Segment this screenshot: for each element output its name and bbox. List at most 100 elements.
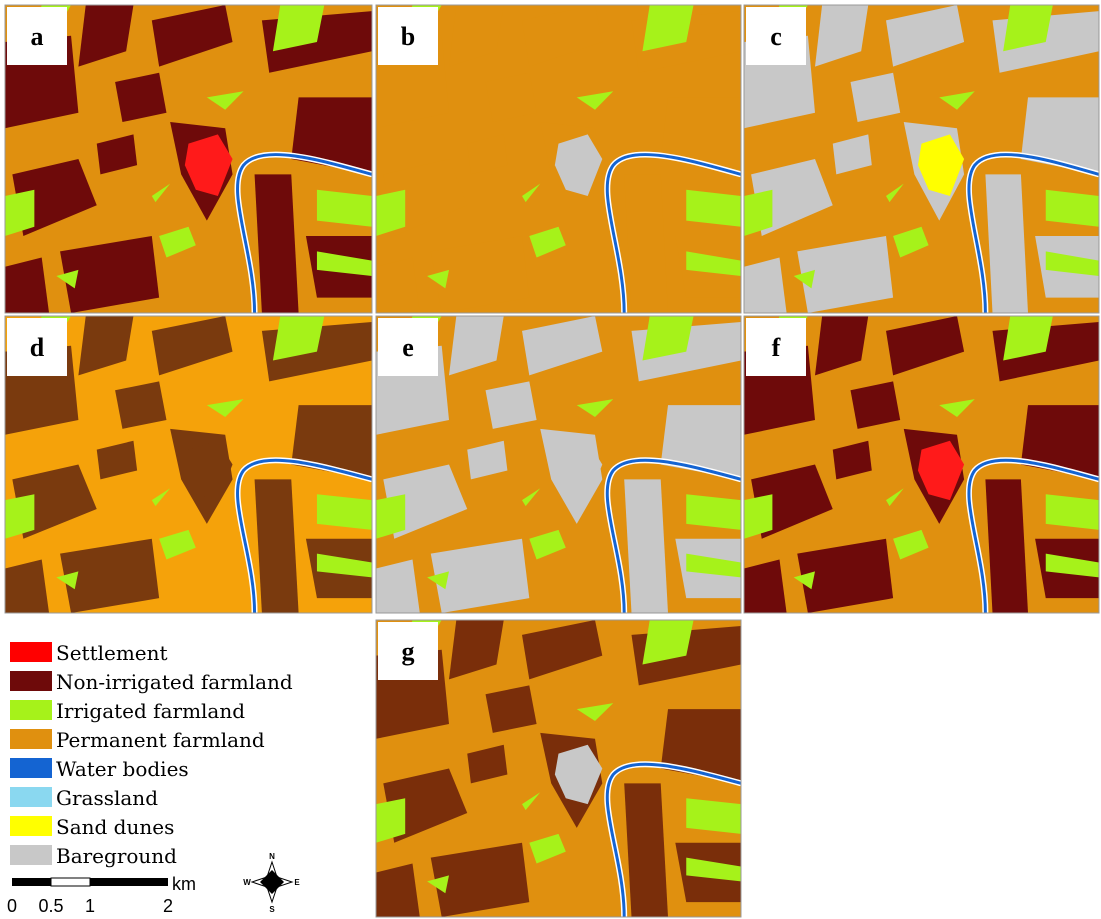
irrigated-patch — [151, 183, 171, 203]
settlement — [184, 134, 233, 196]
settlement — [917, 440, 965, 501]
land-patch — [797, 538, 894, 613]
irrigated-patch — [56, 269, 79, 289]
irrigated-patch — [1003, 316, 1053, 361]
irrigated-patch — [1045, 494, 1099, 530]
legend-label: Bareground — [56, 844, 177, 868]
land-patch — [291, 97, 372, 175]
land-patch — [60, 236, 160, 313]
irrigated-patch — [893, 529, 929, 560]
panel-label-box — [7, 7, 67, 65]
scale-seg — [50, 877, 91, 887]
compass-s: S — [269, 905, 275, 914]
map-panel — [376, 5, 741, 313]
river — [607, 460, 741, 613]
land-patch — [522, 5, 603, 67]
irrigated-patch — [376, 189, 406, 236]
panel-border — [4, 4, 373, 314]
land-patch — [1020, 405, 1099, 480]
panel-label: f — [772, 333, 781, 362]
irrigated-patch — [159, 529, 196, 560]
land-patch — [254, 174, 299, 313]
land-patch — [624, 174, 668, 313]
irrigated-patch — [427, 875, 449, 894]
land-patch — [449, 620, 504, 680]
irrigated-patch — [1045, 553, 1099, 578]
land-patch — [832, 440, 872, 480]
scale-seg — [90, 878, 168, 886]
land-patch — [291, 405, 372, 480]
irrigated-patch — [522, 488, 541, 507]
legend-label: Sand dunes — [56, 815, 174, 839]
panel-label-box — [378, 622, 438, 680]
irrigated-patch — [793, 571, 815, 590]
panel-border — [4, 315, 373, 614]
river — [238, 155, 372, 313]
panel-label-box — [7, 318, 67, 376]
irrigated-patch — [686, 189, 741, 227]
land-patch — [850, 381, 901, 429]
irrigated-patch — [272, 316, 325, 361]
land-patch — [886, 5, 965, 67]
irrigated-patch — [529, 833, 566, 864]
land-patch — [985, 174, 1028, 313]
compass-star — [260, 870, 284, 894]
land-patch — [96, 440, 138, 480]
panel-border — [743, 4, 1100, 314]
land-patch — [60, 538, 160, 613]
land-patch — [485, 72, 537, 123]
land-patch — [254, 479, 299, 613]
panel-label-box — [746, 7, 806, 65]
land-patch — [985, 479, 1028, 613]
land-patch — [624, 783, 668, 917]
legend-swatch — [10, 700, 52, 720]
irrigated-patch — [522, 183, 541, 203]
settlement — [184, 440, 233, 501]
irrigated-patch — [686, 251, 741, 277]
panel-label: a — [31, 22, 44, 51]
panel-label: e — [402, 333, 414, 362]
land-patch — [744, 257, 787, 313]
river — [607, 764, 741, 917]
land-patch — [522, 620, 603, 680]
land-patch — [850, 72, 901, 123]
panel-label: c — [770, 22, 782, 51]
scale-seg — [12, 878, 51, 886]
land-patch — [485, 685, 537, 733]
irrigated-patch — [576, 91, 614, 110]
land-patch — [151, 5, 233, 67]
map-panel — [5, 5, 372, 313]
land-patch — [430, 842, 530, 917]
settlement — [554, 440, 603, 501]
irrigated-patch — [1045, 189, 1099, 227]
land-patch — [744, 559, 787, 613]
land-patch — [376, 257, 420, 313]
land-patch — [467, 134, 508, 175]
land-patch — [815, 5, 869, 67]
map-panel — [376, 620, 741, 917]
settlement — [554, 134, 603, 196]
irrigated-patch — [642, 5, 694, 52]
legend-swatch — [10, 845, 52, 865]
land-patch — [660, 709, 741, 784]
legend-label: Irrigated farmland — [56, 699, 245, 723]
irrigated-patch — [686, 857, 741, 882]
irrigated-patch — [529, 226, 566, 258]
irrigated-patch — [5, 494, 35, 539]
river — [607, 155, 741, 313]
irrigated-patch — [522, 792, 541, 811]
irrigated-patch — [316, 553, 372, 578]
land-patch — [449, 316, 504, 376]
irrigated-patch — [893, 226, 929, 258]
land-patch — [467, 744, 508, 784]
legend-swatch — [10, 671, 52, 691]
panel-border — [375, 619, 742, 918]
map-panel — [5, 316, 372, 613]
legend-label: Settlement — [56, 641, 168, 665]
land-patch — [376, 559, 420, 613]
irrigated-patch — [56, 571, 79, 590]
panel-border — [375, 315, 742, 614]
scale-label: 0 — [7, 896, 17, 916]
